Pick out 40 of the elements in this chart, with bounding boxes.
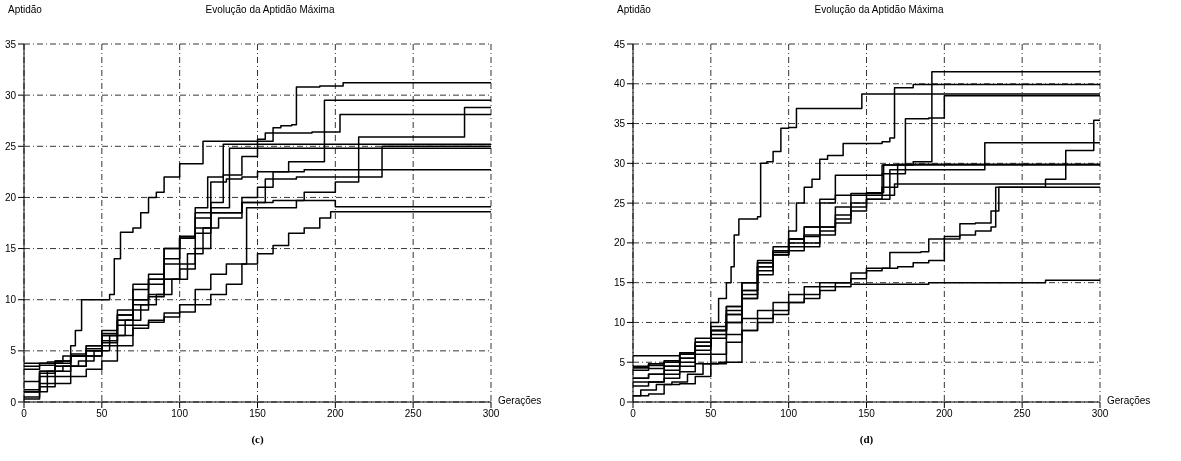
x-tick-label: 0: [630, 408, 637, 420]
y-axis-title: Aptidão: [617, 4, 651, 15]
y-tick-label: 10: [4, 294, 17, 306]
x-tick-label: 300: [482, 408, 500, 420]
chart-title: Evolução da Aptidão Máxima: [205, 4, 335, 15]
x-tick-label: 50: [705, 408, 717, 420]
y-tick-label: 0: [10, 396, 17, 408]
x-tick-label: 250: [1013, 408, 1031, 420]
x-tick-label: 200: [935, 408, 954, 420]
x-tick-label: 250: [404, 408, 422, 420]
x-tick-label: 50: [96, 408, 108, 420]
x-axis-title: Gerações: [498, 395, 542, 406]
x-tick-label: 0: [21, 408, 28, 420]
y-tick-label: 30: [613, 157, 626, 169]
y-tick-label: 25: [613, 197, 626, 209]
y-tick-label: 35: [613, 118, 626, 130]
y-tick-label: 15: [4, 243, 17, 255]
x-tick-label: 100: [780, 408, 798, 420]
x-tick-label: 150: [858, 408, 876, 420]
x-axis-title: Gerações: [1107, 395, 1151, 406]
y-tick-label: 0: [619, 396, 626, 408]
y-tick-label: 20: [4, 191, 17, 203]
x-tick-label: 150: [249, 408, 267, 420]
y-tick-label: 15: [613, 277, 626, 289]
y-tick-label: 5: [10, 345, 17, 357]
text: (c): [250, 433, 265, 445]
x-tick-label: 100: [171, 408, 189, 420]
chart-title: Evolução da Aptidão Máxima: [814, 4, 944, 15]
y-tick-label: 30: [4, 89, 17, 101]
y-tick-label: 10: [613, 316, 626, 328]
y-tick-label: 35: [4, 38, 17, 50]
y-axis-title: Aptidão: [8, 4, 42, 15]
y-tick-label: 20: [613, 237, 626, 249]
y-tick-label: 40: [613, 78, 626, 90]
y-tick-label: 25: [4, 140, 17, 152]
y-tick-label: 45: [613, 38, 626, 50]
y-tick-label: 5: [619, 356, 626, 368]
x-tick-label: 300: [1091, 408, 1109, 420]
text: (d): [858, 433, 875, 445]
x-tick-label: 200: [326, 408, 345, 420]
